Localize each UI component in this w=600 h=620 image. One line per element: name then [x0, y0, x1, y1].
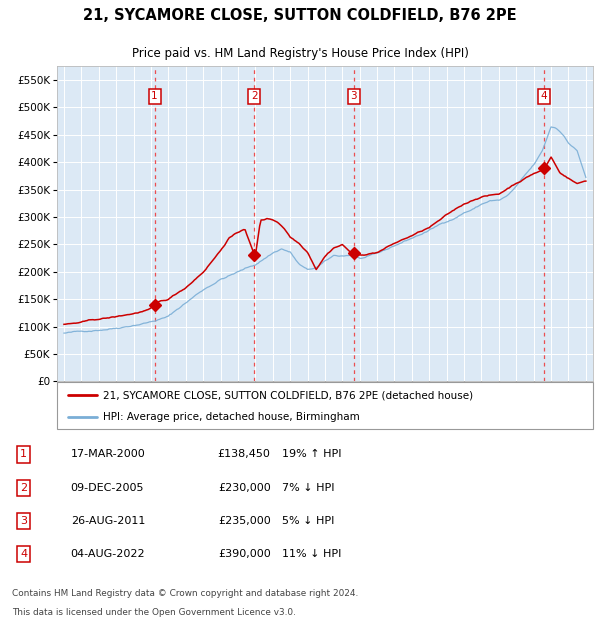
Text: Price paid vs. HM Land Registry's House Price Index (HPI): Price paid vs. HM Land Registry's House …	[131, 48, 469, 60]
Text: 1: 1	[20, 450, 27, 459]
Text: 26-AUG-2011: 26-AUG-2011	[71, 516, 145, 526]
Text: 2: 2	[251, 92, 257, 102]
Text: HPI: Average price, detached house, Birmingham: HPI: Average price, detached house, Birm…	[103, 412, 359, 422]
Text: 5% ↓ HPI: 5% ↓ HPI	[283, 516, 335, 526]
Text: 4: 4	[20, 549, 27, 559]
Text: 3: 3	[20, 516, 27, 526]
Text: 4: 4	[541, 92, 547, 102]
Text: 17-MAR-2000: 17-MAR-2000	[71, 450, 145, 459]
Text: 21, SYCAMORE CLOSE, SUTTON COLDFIELD, B76 2PE: 21, SYCAMORE CLOSE, SUTTON COLDFIELD, B7…	[83, 7, 517, 23]
FancyBboxPatch shape	[57, 382, 593, 429]
Text: 11% ↓ HPI: 11% ↓ HPI	[283, 549, 342, 559]
Text: 21, SYCAMORE CLOSE, SUTTON COLDFIELD, B76 2PE (detached house): 21, SYCAMORE CLOSE, SUTTON COLDFIELD, B7…	[103, 390, 473, 400]
Text: Contains HM Land Registry data © Crown copyright and database right 2024.: Contains HM Land Registry data © Crown c…	[12, 589, 358, 598]
Text: 2: 2	[20, 483, 27, 493]
Text: £138,450: £138,450	[218, 450, 271, 459]
Text: 09-DEC-2005: 09-DEC-2005	[71, 483, 144, 493]
Text: 04-AUG-2022: 04-AUG-2022	[71, 549, 145, 559]
Text: This data is licensed under the Open Government Licence v3.0.: This data is licensed under the Open Gov…	[12, 608, 296, 617]
Text: 19% ↑ HPI: 19% ↑ HPI	[283, 450, 342, 459]
Text: 3: 3	[350, 92, 357, 102]
Text: 7% ↓ HPI: 7% ↓ HPI	[283, 483, 335, 493]
Text: 1: 1	[151, 92, 158, 102]
Text: £235,000: £235,000	[218, 516, 271, 526]
Text: £230,000: £230,000	[218, 483, 271, 493]
Text: £390,000: £390,000	[218, 549, 271, 559]
